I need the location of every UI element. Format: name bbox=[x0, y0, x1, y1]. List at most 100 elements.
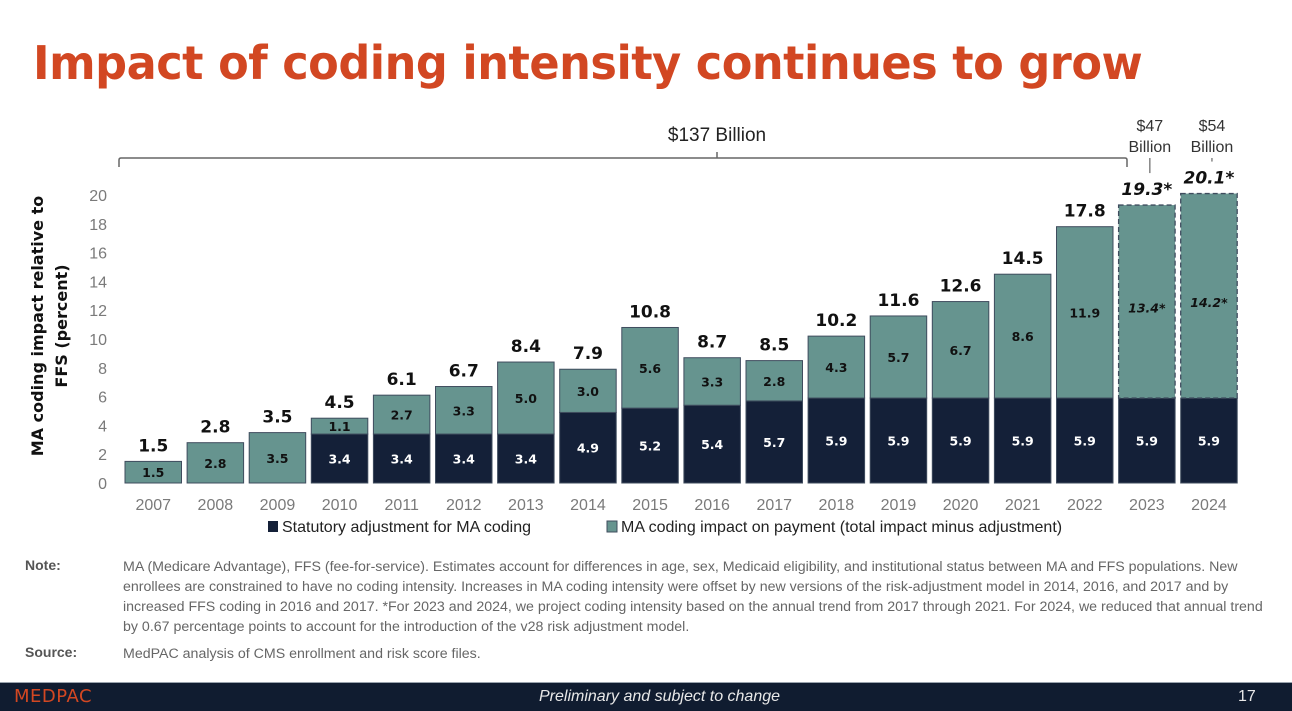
bar-segment-statutory bbox=[621, 407, 679, 484]
bar-total-label: 4.5 bbox=[324, 393, 354, 413]
bar-total-label: 12.6 bbox=[940, 277, 982, 297]
bar-segment-statutory bbox=[1118, 397, 1176, 484]
bar-label-statutory: 5.9 bbox=[887, 434, 909, 449]
x-tick-label: 2010 bbox=[322, 497, 358, 514]
bar-segment-statutory bbox=[559, 411, 617, 484]
bar-group-2011: 3.4 2.7 6.1 bbox=[372, 370, 431, 484]
stacked-bar-chart: MA coding impact relative to FFS (percent… bbox=[28, 118, 1238, 536]
x-axis-ticks: 2007 2008 2009 2010 2011 2012 2013 2014 2015 2016… bbox=[135, 497, 1226, 514]
y-axis-label-group: MA coding impact relative to FFS (percent… bbox=[28, 196, 71, 456]
y-tick-label: 12 bbox=[89, 303, 107, 320]
bar-group-2008: 2.8 2.8 bbox=[186, 418, 245, 484]
bar-label-coding-impact: 14.2* bbox=[1190, 295, 1228, 310]
bar-label-coding-impact: 5.0 bbox=[515, 391, 537, 406]
bar-label-statutory: 3.4 bbox=[391, 452, 413, 467]
y-tick-label: 18 bbox=[89, 217, 107, 234]
y-tick-label: 14 bbox=[89, 274, 107, 291]
bar-group-2021: 5.9 8.6 14.5 bbox=[993, 249, 1052, 484]
bar-segment-coding-impact bbox=[310, 417, 369, 435]
x-tick-label: 2022 bbox=[1067, 497, 1103, 514]
bar-total-label: 8.4 bbox=[511, 337, 541, 357]
bar-group-2017: 5.7 2.8 8.5 bbox=[745, 336, 803, 484]
bar-group-2015: 5.2 5.6 10.8 bbox=[621, 302, 679, 484]
bar-total-label: 2.8 bbox=[200, 418, 230, 438]
legend-swatch-statutory bbox=[268, 521, 278, 532]
annotations: $137 Billion $47 Billion $54 Billion bbox=[118, 118, 1234, 174]
bracket-137-billion bbox=[118, 157, 1128, 167]
bar-label-statutory: 5.7 bbox=[763, 435, 785, 450]
bar-label-coding-impact: 3.3 bbox=[701, 374, 723, 389]
bar-label-coding-impact: 4.3 bbox=[825, 360, 847, 375]
bar-label-coding-impact: 2.8 bbox=[204, 456, 226, 471]
y-axis-label-line2: FFS (percent) bbox=[52, 264, 71, 387]
source-text: MedPAC analysis of CMS enrollment and ri… bbox=[123, 646, 481, 662]
slide-title: Impact of coding intensity continues to … bbox=[33, 36, 1143, 90]
bar-segment-coding-impact bbox=[1117, 204, 1176, 399]
callout-label-line: Billion bbox=[1191, 139, 1234, 156]
bar-group-2007: 1.5 1.5 bbox=[124, 436, 182, 484]
footer-disclaimer: Preliminary and subject to change bbox=[539, 688, 781, 705]
bar-label-statutory: 5.2 bbox=[639, 439, 661, 454]
bar-label-statutory: 4.9 bbox=[577, 441, 599, 456]
bar-total-label: 17.8 bbox=[1064, 202, 1106, 222]
bracket-label: $137 Billion bbox=[668, 125, 766, 146]
bar-segment-coding-impact bbox=[1056, 226, 1114, 399]
bar-segment-statutory bbox=[497, 433, 555, 484]
bar-label-statutory: 5.9 bbox=[1198, 434, 1220, 449]
bar-total-label: 11.6 bbox=[877, 291, 919, 311]
y-tick-label: 16 bbox=[89, 246, 107, 263]
bar-total-label: 19.3* bbox=[1121, 180, 1172, 200]
bar-group-2016: 5.4 3.3 8.7 bbox=[683, 333, 741, 484]
bar-label-statutory: 5.9 bbox=[1136, 434, 1158, 449]
callout-label-line: Billion bbox=[1129, 139, 1172, 156]
bar-segment-coding-impact bbox=[124, 460, 182, 484]
y-tick-label: 4 bbox=[98, 418, 107, 435]
bar-segment-statutory bbox=[435, 433, 493, 484]
x-tick-label: 2012 bbox=[446, 497, 482, 514]
bar-total-label: 10.2 bbox=[815, 311, 857, 331]
bar-total-label: 6.7 bbox=[449, 362, 479, 382]
bar-total-label: 14.5 bbox=[1002, 249, 1044, 269]
bar-group-2012: 3.4 3.3 6.7 bbox=[435, 362, 493, 484]
bar-total-label: 1.5 bbox=[138, 436, 168, 456]
medpac-logo: MEDPAC bbox=[14, 686, 93, 707]
bar-label-coding-impact: 2.7 bbox=[391, 408, 413, 423]
bar-label-coding-impact: 3.0 bbox=[577, 384, 599, 399]
bar-segment-statutory bbox=[993, 397, 1052, 484]
bar-group-2009: 3.5 3.5 bbox=[248, 408, 307, 484]
bar-label-coding-impact: 8.6 bbox=[1012, 329, 1034, 344]
bar-segment-statutory bbox=[1180, 397, 1238, 484]
bar-total-label: 8.7 bbox=[697, 333, 727, 353]
bar-total-label: 20.1* bbox=[1184, 169, 1235, 189]
bar-segment-statutory bbox=[372, 433, 431, 484]
bar-label-coding-impact: 1.5 bbox=[142, 465, 164, 480]
y-tick-label: 6 bbox=[98, 390, 107, 407]
page-number: 17 bbox=[1238, 688, 1256, 705]
y-tick-label: 8 bbox=[98, 361, 107, 378]
bar-segment-coding-impact bbox=[683, 357, 741, 406]
bar-segment-coding-impact bbox=[993, 273, 1052, 399]
callout-label-line: $54 bbox=[1199, 118, 1226, 135]
bar-segment-coding-impact bbox=[248, 432, 307, 484]
bar-group-2013: 3.4 5.0 8.4 bbox=[497, 337, 555, 484]
bar-segment-coding-impact bbox=[372, 394, 431, 435]
bar-segment-coding-impact bbox=[186, 442, 245, 484]
callout-label-line: $47 bbox=[1136, 118, 1163, 135]
bar-label-coding-impact: 3.5 bbox=[266, 451, 288, 466]
bar-group-2014: 4.9 3.0 7.9 bbox=[559, 344, 617, 484]
bar-label-statutory: 3.4 bbox=[515, 452, 537, 467]
bar-segment-coding-impact bbox=[435, 386, 493, 435]
x-tick-label: 2007 bbox=[135, 497, 171, 514]
x-tick-label: 2017 bbox=[756, 497, 792, 514]
x-tick-label: 2008 bbox=[198, 497, 234, 514]
bar-segment-statutory bbox=[869, 397, 928, 484]
y-tick-label: 10 bbox=[89, 332, 107, 349]
bar-label-coding-impact: 6.7 bbox=[949, 343, 971, 358]
bar-label-coding-impact: 5.6 bbox=[639, 361, 661, 376]
bar-total-label: 6.1 bbox=[387, 370, 417, 390]
bar-group-2019: 5.9 5.7 11.6 bbox=[869, 291, 928, 484]
y-axis-ticks: 0 2 4 6 8 10 12 14 16 18 20 bbox=[89, 188, 107, 493]
bar-label-statutory: 5.9 bbox=[825, 434, 847, 449]
bar-total-label: 7.9 bbox=[573, 344, 603, 364]
bar-label-coding-impact: 3.3 bbox=[453, 403, 475, 418]
